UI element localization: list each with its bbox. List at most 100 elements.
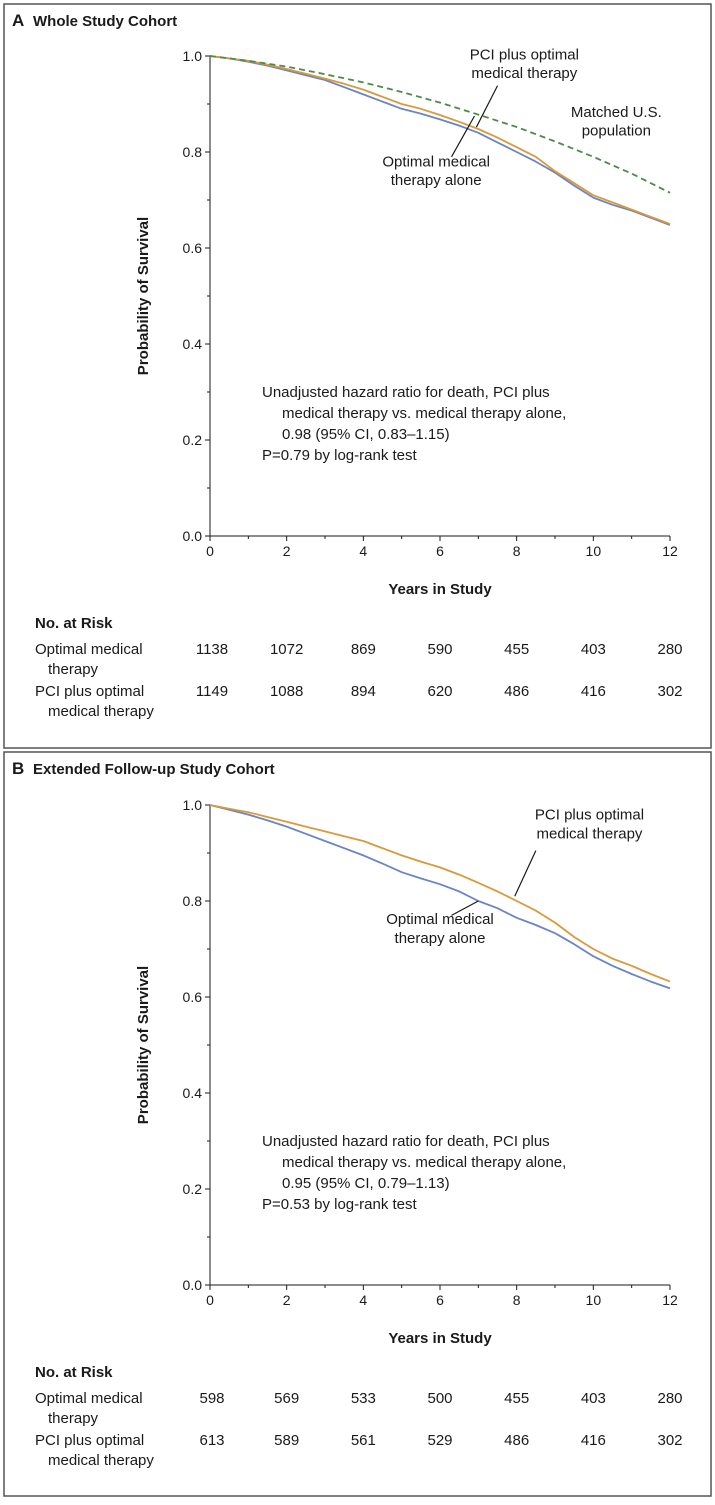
series-line-pci [209, 804, 671, 983]
hazard-annotation-line: 0.98 (95% CI, 0.83–1.15) [282, 426, 450, 443]
x-axis-title: Years in Study [388, 1330, 492, 1347]
risk-cell: 894 [351, 683, 376, 700]
series-label: medical therapy [471, 65, 577, 82]
panel-letter: A [12, 11, 24, 30]
hazard-annotation-line: P=0.79 by log-rank test [262, 447, 418, 464]
risk-cell: 403 [581, 1390, 606, 1407]
y-tick-label: 0.0 [183, 1277, 203, 1293]
risk-row-label: therapy [48, 661, 99, 678]
risk-row-label: medical therapy [48, 1452, 154, 1469]
y-tick-label: 1.0 [183, 797, 203, 813]
risk-cell: 613 [199, 1432, 224, 1449]
y-tick-label: 1.0 [183, 48, 203, 64]
risk-cell: 302 [657, 1432, 682, 1449]
label-leader-line [450, 115, 476, 158]
y-tick-label: 0.4 [183, 1085, 203, 1101]
x-tick-label: 0 [206, 1292, 214, 1308]
series-label: PCI plus optimal [470, 46, 579, 63]
risk-row-label: therapy [48, 1410, 99, 1427]
risk-row-label: medical therapy [48, 703, 154, 720]
risk-row-label: Optimal medical [35, 1390, 143, 1407]
x-tick-label: 6 [436, 543, 444, 559]
x-tick-label: 2 [283, 543, 291, 559]
hazard-annotation-line: medical therapy vs. medical therapy alon… [282, 1154, 566, 1171]
risk-row-label: Optimal medical [35, 641, 143, 658]
risk-cell: 1088 [270, 683, 303, 700]
risk-row-label: PCI plus optimal [35, 683, 144, 700]
risk-cell: 455 [504, 1390, 529, 1407]
hazard-annotation-line: 0.95 (95% CI, 0.79–1.13) [282, 1175, 450, 1192]
x-tick-label: 6 [436, 1292, 444, 1308]
hazard-annotation-line: Unadjusted hazard ratio for death, PCI p… [262, 1133, 550, 1150]
series-label: therapy alone [395, 930, 486, 947]
risk-cell: 561 [351, 1432, 376, 1449]
series-label: Optimal medical [386, 911, 494, 928]
panel-border [3, 3, 712, 749]
y-tick-label: 0.8 [183, 144, 203, 160]
x-tick-label: 12 [662, 543, 678, 559]
label-leader-line [451, 900, 479, 916]
x-tick-label: 8 [513, 1292, 521, 1308]
risk-cell: 1138 [196, 641, 228, 658]
risk-table-title: No. at Risk [35, 615, 113, 632]
risk-cell: 500 [427, 1390, 452, 1407]
y-tick-label: 0.8 [183, 893, 203, 909]
y-tick-label: 0.4 [183, 336, 203, 352]
panel-title: Whole Study Cohort [33, 13, 177, 30]
panel-letter: B [12, 759, 24, 778]
x-tick-label: 8 [513, 543, 521, 559]
risk-cell: 620 [427, 683, 452, 700]
y-tick-label: 0.6 [183, 989, 203, 1005]
risk-cell: 569 [274, 1390, 299, 1407]
panel-a: A Whole Study Cohort 0.0 0.2 0.4 0.6 0.8 1.0 0 2 4… [3, 3, 712, 749]
y-axis-title: Probability of Survival [135, 217, 152, 375]
y-tick-label: 0.2 [183, 432, 203, 448]
panel-border [3, 751, 712, 1497]
x-tick-label: 10 [586, 1292, 602, 1308]
risk-cell: 416 [581, 683, 606, 700]
y-tick-label: 0.6 [183, 240, 203, 256]
risk-cell: 486 [504, 1432, 529, 1449]
risk-cell: 533 [351, 1390, 376, 1407]
x-tick-label: 12 [662, 1292, 678, 1308]
label-leader-line [514, 850, 537, 897]
hazard-annotation-line: medical therapy vs. medical therapy alon… [282, 405, 566, 422]
risk-table-title: No. at Risk [35, 1364, 113, 1381]
risk-cell: 869 [351, 641, 376, 658]
series-line-omt [209, 55, 671, 226]
risk-row-label: PCI plus optimal [35, 1432, 144, 1449]
risk-cell: 529 [427, 1432, 452, 1449]
x-tick-label: 10 [586, 543, 602, 559]
risk-cell: 280 [657, 641, 682, 658]
series-label: Optimal medical [382, 153, 490, 170]
series-label: therapy alone [391, 172, 482, 189]
series-line-us [209, 55, 671, 194]
series-label: Matched U.S. [571, 104, 662, 121]
label-leader-line [475, 85, 499, 128]
risk-cell: 1072 [270, 641, 303, 658]
risk-cell: 455 [504, 641, 529, 658]
hazard-annotation-line: P=0.53 by log-rank test [262, 1196, 418, 1213]
x-tick-label: 0 [206, 543, 214, 559]
series-label: medical therapy [537, 826, 643, 843]
risk-cell: 416 [581, 1432, 606, 1449]
y-axis-title: Probability of Survival [135, 966, 152, 1124]
x-tick-label: 2 [283, 1292, 291, 1308]
hazard-annotation-line: Unadjusted hazard ratio for death, PCI p… [262, 384, 550, 401]
panel-title: Extended Follow-up Study Cohort [33, 761, 275, 778]
risk-cell: 280 [657, 1390, 682, 1407]
risk-cell: 589 [274, 1432, 299, 1449]
risk-cell: 486 [504, 683, 529, 700]
x-tick-label: 4 [359, 1292, 367, 1308]
x-axis-title: Years in Study [388, 581, 492, 598]
x-tick-label: 4 [359, 543, 367, 559]
risk-cell: 1149 [196, 683, 228, 700]
series-line-pci [209, 55, 671, 225]
risk-cell: 403 [581, 641, 606, 658]
panel-b: B Extended Follow-up Study Cohort 0.0 0.2 0.… [3, 751, 712, 1497]
risk-cell: 590 [427, 641, 452, 658]
y-tick-label: 0.2 [183, 1181, 203, 1197]
series-label: population [582, 123, 651, 140]
